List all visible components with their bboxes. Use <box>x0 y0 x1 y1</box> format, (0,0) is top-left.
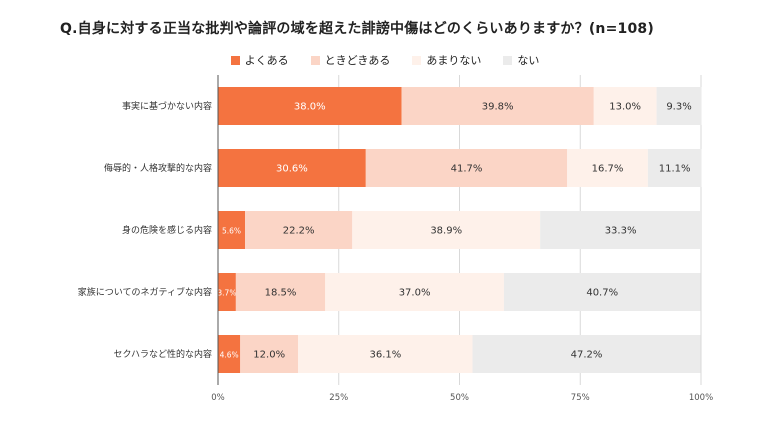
legend-item-1: ときどきある <box>310 52 391 68</box>
x-tick-label-1: 25% <box>329 393 348 403</box>
data-label-0-2: 13.0% <box>609 102 641 113</box>
chart-legend: よくある ときどきある あまりない ない <box>0 52 770 68</box>
data-label-3-3: 40.7% <box>586 288 618 299</box>
bar-0-2 <box>593 87 657 125</box>
x-tick-label-2: 50% <box>450 393 469 403</box>
bar-0-3 <box>656 87 702 125</box>
data-label-2-2: 38.9% <box>430 226 462 237</box>
bar-4-0 <box>218 335 241 373</box>
legend-label-2: あまりない <box>426 54 482 67</box>
data-label-0-0: 38.0% <box>294 102 326 113</box>
data-label-0-3: 9.3% <box>666 102 691 113</box>
category-label-3: 家族についてのネガティブな内容 <box>78 286 212 298</box>
bar-2-3 <box>540 211 701 249</box>
legend-swatch-2 <box>412 55 422 65</box>
x-tick-label-0: 0% <box>211 393 225 403</box>
data-label-0-1: 39.8% <box>482 102 514 113</box>
legend-item-0: よくある <box>230 52 289 68</box>
bar-2-0 <box>218 211 246 249</box>
data-label-2-0: 5.6% <box>222 227 241 236</box>
bar-0-1 <box>401 87 594 125</box>
bar-1-0 <box>218 149 366 187</box>
bar-4-2 <box>298 335 473 373</box>
bar-1-2 <box>567 149 648 187</box>
legend-label-1: ときどきある <box>324 54 391 67</box>
chart-title: Q.自身に対する正当な批判や論評の域を超えた誹謗中傷はどのくらいありますか？(n… <box>60 21 654 37</box>
data-label-1-3: 11.1% <box>659 164 691 175</box>
data-label-1-0: 30.6% <box>276 164 308 175</box>
data-label-4-2: 36.1% <box>369 350 401 361</box>
data-label-3-2: 37.0% <box>399 288 431 299</box>
category-label-2: 身の危険を感じる内容 <box>122 224 212 236</box>
data-label-2-3: 33.3% <box>605 226 637 237</box>
bar-3-3 <box>503 273 701 311</box>
data-label-4-1: 12.0% <box>253 350 285 361</box>
x-tick-label-3: 75% <box>571 393 590 403</box>
legend-swatch-0 <box>230 55 240 65</box>
bar-3-0 <box>218 273 236 311</box>
bar-4-3 <box>472 335 701 373</box>
data-label-4-3: 47.2% <box>571 350 603 361</box>
legend-item-3: ない <box>503 52 539 68</box>
legend-label-3: ない <box>517 54 540 67</box>
category-label-4: セクハラなど性的な内容 <box>113 348 212 360</box>
bar-3-2 <box>325 273 504 311</box>
bar-1-1 <box>365 149 568 187</box>
category-label-0: 事実に基づかない内容 <box>122 100 212 112</box>
legend-item-2: あまりない <box>412 52 481 68</box>
data-label-2-1: 22.2% <box>283 226 315 237</box>
data-label-1-2: 16.7% <box>592 164 624 175</box>
data-label-1-1: 41.7% <box>451 164 483 175</box>
bar-4-1 <box>240 335 299 373</box>
legend-swatch-3 <box>503 55 513 65</box>
x-tick-label-4: 100% <box>689 393 713 403</box>
bar-1-3 <box>647 149 702 187</box>
bar-2-2 <box>352 211 541 249</box>
data-label-4-0: 4.6% <box>220 351 239 360</box>
bar-0-0 <box>218 87 402 125</box>
data-label-3-0: 3.7% <box>217 289 236 298</box>
bar-2-1 <box>245 211 353 249</box>
legend-label-0: よくある <box>244 54 289 67</box>
bar-3-1 <box>235 273 326 311</box>
data-label-3-1: 18.5% <box>265 288 297 299</box>
legend-swatch-1 <box>310 55 320 65</box>
category-label-1: 侮辱的・人格攻撃的な内容 <box>104 162 212 174</box>
